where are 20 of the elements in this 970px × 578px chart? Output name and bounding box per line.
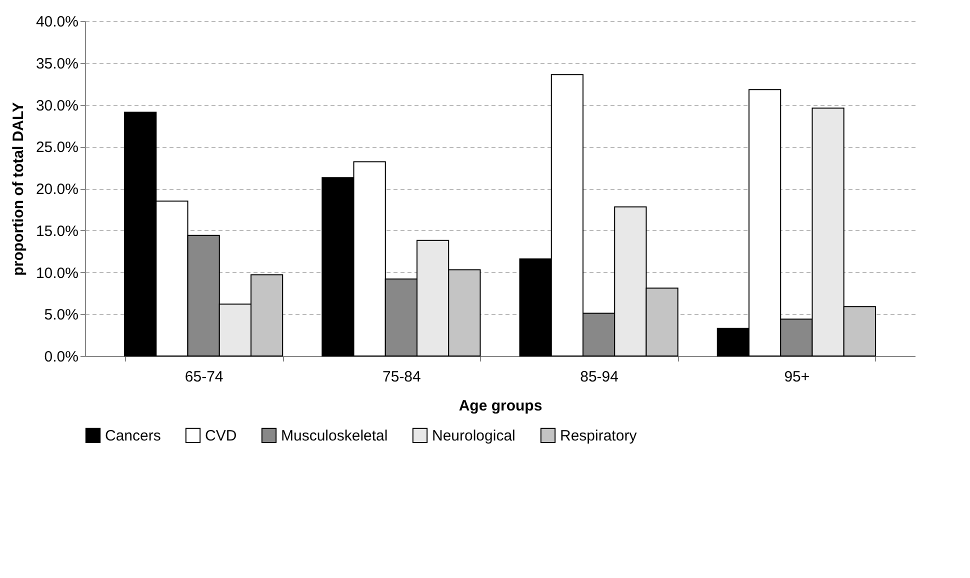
- y-tick-label: 20.0%: [36, 181, 78, 198]
- y-tick-label: 15.0%: [36, 222, 78, 240]
- y-tick-label: 35.0%: [36, 55, 78, 72]
- legend-label: Musculoskeletal: [281, 427, 388, 444]
- y-tick-label: 0.0%: [44, 348, 78, 366]
- y-tick-label: 40.0%: [36, 14, 78, 30]
- x-axis-title: Age groups: [458, 398, 542, 414]
- legend-label: CVD: [205, 427, 237, 444]
- x-tick-label: 75-84: [382, 368, 421, 386]
- y-tick-label: 30.0%: [36, 97, 78, 114]
- legend-label: Respiratory: [560, 427, 638, 444]
- legend-label: Cancers: [105, 427, 161, 444]
- y-axis-title: proportion of total DALY: [10, 102, 27, 276]
- y-tick-label: 5.0%: [44, 306, 78, 324]
- x-tick-label: 85-94: [580, 368, 618, 386]
- legend-label: Neurological: [432, 427, 516, 444]
- y-tick-label: 25.0%: [36, 139, 78, 156]
- x-tick-label: 65-74: [184, 368, 224, 386]
- y-tick-label: 10.0%: [36, 264, 78, 282]
- x-tick-label: 95+: [784, 368, 810, 386]
